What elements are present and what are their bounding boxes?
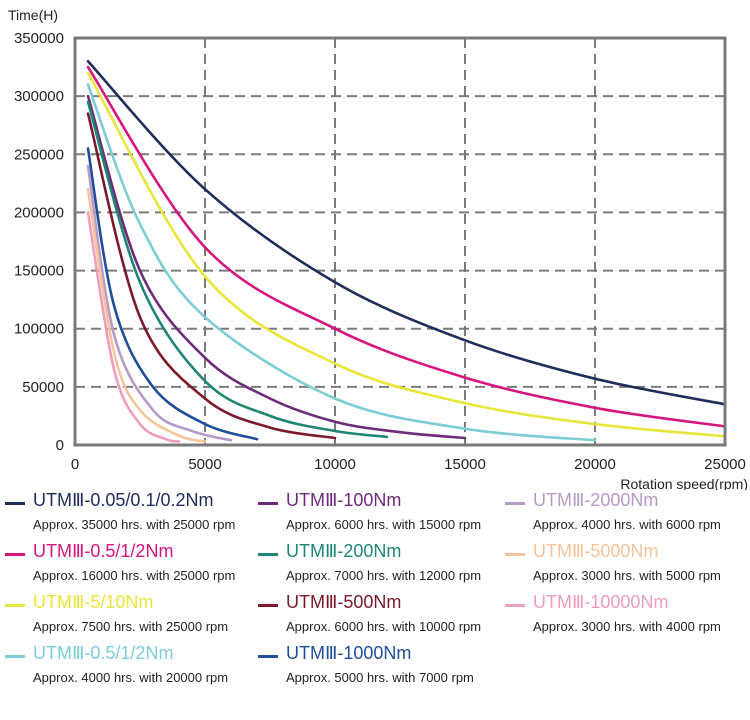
legend-series-note: Approx. 4000 hrs. with 6000 rpm [533,517,721,532]
legend-series-name: UTMⅢ-5000Nm [533,541,659,561]
legend-series-note: Approx. 5000 hrs. with 7000 rpm [286,670,474,685]
y-tick-label: 200000 [14,204,64,221]
legend-item: UTMⅢ-1000Nm Approx. 5000 hrs. with 7000 r… [258,643,498,693]
series-line-2 [86,65,727,428]
legend-item: UTMⅢ-0.05/0.1/0.2Nm Approx. 35000 hrs. wi… [5,490,245,540]
y-tick-labels: 0 50000 100000 150000 200000 250000 300000 3500… [14,30,64,454]
legend-series-name: UTMⅢ-0.05/0.1/0.2Nm [33,490,214,510]
y-tick-label: 100000 [14,321,64,338]
series-line-4 [86,83,597,442]
legend-series-note: Approx. 6000 hrs. with 10000 rpm [286,619,482,634]
legend-item: UTMⅢ-200Nm Approx. 7000 hrs. with 12000 r… [258,541,498,591]
legend-swatch [5,502,25,505]
legend-series-note: Approx. 6000 hrs. with 15000 rpm [286,517,482,532]
y-tick-label: 0 [56,437,64,454]
legend-swatch [5,655,25,658]
x-tick-label: 5000 [188,456,221,473]
legend-swatch [505,553,525,556]
legend-series-name: UTMⅢ-100Nm [286,490,402,510]
plot-frame [73,36,727,447]
legend-series-note: Approx. 4000 hrs. with 20000 rpm [33,670,229,685]
legend-item: UTMⅢ-5000Nm Approx. 3000 hrs. with 5000 r… [505,541,745,591]
series-line-7 [86,112,337,440]
legend-series-name: UTMⅢ-5/10Nm [33,592,154,612]
x-tick-label: 25000 [704,456,746,473]
x-tick-label: 0 [71,456,79,473]
series-line-3 [86,71,727,438]
legend-item: UTMⅢ-10000Nm Approx. 3000 hrs. with 4000 … [505,592,745,642]
legend-series-name: UTMⅢ-500Nm [286,592,402,612]
legend-series-note: Approx. 7000 hrs. with 12000 rpm [286,568,482,583]
grid [75,38,725,445]
legend-item: UTMⅢ-100Nm Approx. 6000 hrs. with 15000 r… [258,490,498,540]
y-tick-label: 300000 [14,88,64,105]
x-tick-label: 15000 [444,456,486,473]
legend-series-name: UTMⅢ-2000Nm [533,490,659,510]
lifetime-chart: Time(H) 05000010000015000020000025000030… [8,7,748,490]
legend-swatch [505,604,525,607]
legend-swatch [258,502,278,505]
x-tick-labels: 0 5000 10000 15000 20000 25000 [71,456,746,473]
series-line-11 [86,211,181,443]
x-tick-label: 20000 [574,456,616,473]
series-lines [86,60,727,443]
series-line-9 [86,164,233,442]
x-tick-label: 10000 [314,456,356,473]
series-line-1 [86,60,727,406]
series-line-6 [86,100,389,439]
legend-series-note: Approx. 16000 hrs. with 25000 rpm [33,568,236,583]
legend-series-name: UTMⅢ-1000Nm [286,643,412,663]
legend-series-note: Approx. 7500 hrs. with 25000 rpm [33,619,229,634]
legend-series-note: Approx. 3000 hrs. with 5000 rpm [533,568,721,583]
legend-swatch [505,502,525,505]
legend-swatch [5,553,25,556]
legend-item: UTMⅢ-2000Nm Approx. 4000 hrs. with 6000 r… [505,490,745,540]
legend-item: UTMⅢ-5/10Nm Approx. 7500 hrs. with 25000 … [5,592,245,642]
y-tick-label: 150000 [14,263,64,280]
y-tick-label: 50000 [22,379,64,396]
legend-item: UTMⅢ-0.5/1/2Nm Approx. 16000 hrs. with 25… [5,541,245,591]
legend-series-note: Approx. 3000 hrs. with 4000 rpm [533,619,721,634]
legend-swatch [5,604,25,607]
legend-series-name: UTMⅢ-10000Nm [533,592,669,612]
series-line-8 [86,147,259,441]
y-tick-label: 350000 [14,30,64,47]
legend-swatch [258,553,278,556]
legend-series-name: UTMⅢ-0.5/1/2Nm [33,643,174,663]
legend-series-note: Approx. 35000 hrs. with 25000 rpm [33,517,236,532]
legend-item: UTMⅢ-0.5/1/2Nm Approx. 4000 hrs. with 200… [5,643,245,693]
legend-series-name: UTMⅢ-200Nm [286,541,402,561]
legend: UTMⅢ-0.05/0.1/0.2Nm Approx. 35000 hrs. wi… [0,490,750,720]
legend-series-name: UTMⅢ-0.5/1/2Nm [33,541,174,561]
y-axis-label: Time(H) [8,7,58,23]
y-tick-label: 250000 [14,146,64,163]
series-line-5 [86,94,467,440]
x-axis-label: Rotation speed(rpm) [620,476,748,490]
legend-swatch [258,655,278,658]
legend-item: UTMⅢ-500Nm Approx. 6000 hrs. with 10000 r… [258,592,498,642]
series-line-10 [86,187,207,443]
legend-swatch [258,604,278,607]
